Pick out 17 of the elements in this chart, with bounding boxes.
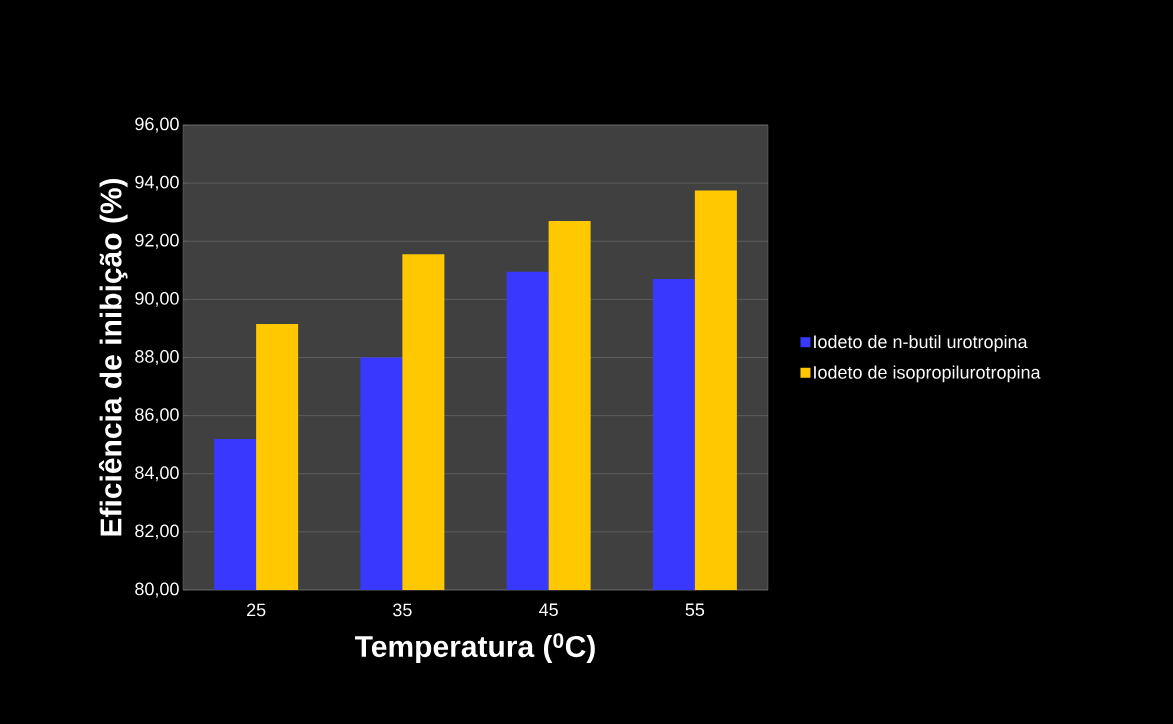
y-axis-title: Eficiência de inibição (%) — [98, 178, 128, 536]
x-tick-label: 35 — [393, 603, 412, 617]
y-tick-label: 96,00 — [135, 117, 179, 133]
x-axis-title: Temperatura ($^{0}$C) — [355, 633, 595, 664]
y-tick-label: 80,00 — [135, 582, 179, 598]
x-tick-label: 25 — [247, 603, 266, 617]
legend-label: Iodeto de isopropilurotropina — [814, 365, 1041, 383]
x-tick-label: 45 — [539, 603, 558, 617]
y-tick-label: 94,00 — [135, 175, 179, 191]
y-tick-label: 86,00 — [135, 408, 179, 424]
y-tick-label: 84,00 — [135, 466, 179, 482]
y-tick-label: 92,00 — [135, 233, 179, 249]
x-tick-label: 55 — [685, 603, 705, 617]
y-tick-label: 82,00 — [135, 524, 179, 540]
legend-label: Iodeto de n-butil urotropina — [814, 334, 1028, 352]
y-tick-label: 88,00 — [135, 350, 179, 365]
y-tick-label: 90,00 — [135, 291, 179, 307]
